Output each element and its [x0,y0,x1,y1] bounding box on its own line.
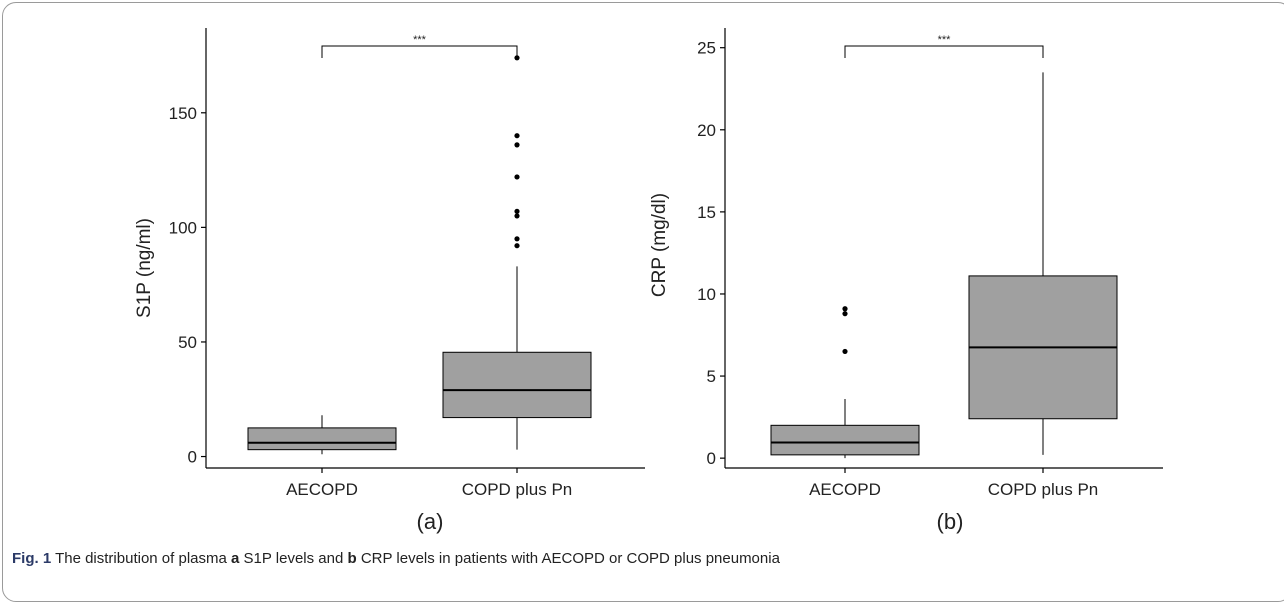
outlier-point [842,311,848,317]
significance-bracket [844,45,1044,58]
y-axis-label: CRP (mg/dl) [649,193,670,297]
box-iqr [442,351,592,419]
panel-label: (a) [417,509,444,534]
y-tick-label: 150 [169,104,197,123]
y-tick-label: 50 [178,333,197,352]
caption-text-3: CRP levels in patients with AECOPD or CO… [360,550,780,567]
x-tick-label: COPD plus Pn [462,480,573,499]
caption-bold-a: a [231,550,240,567]
y-tick-label: 5 [707,367,716,386]
y-tick-label: 15 [697,203,716,222]
caption-text-1: The distribution of plasma [55,550,227,567]
caption-figure-label: Fig. 1 [12,550,52,567]
significance-label: *** [413,34,427,46]
box-iqr [770,424,920,456]
y-axis-label: S1P (ng/ml) [134,218,155,318]
y-tick-label: 10 [697,285,716,304]
outlier-point [514,208,520,214]
caption-bold-b: b [347,550,357,567]
panel-label: (b) [937,509,964,534]
outlier-point [514,174,520,180]
figure-caption: Fig. 1 The distribution of plasma a S1P … [12,550,780,567]
x-tick-label: AECOPD [809,480,881,499]
y-tick-label: 0 [707,449,716,468]
outlier-point [842,348,848,355]
panel-b: 0 5 10 15 20 25 AECOPD COPD plus Pn CRP (mg/dl) *… [649,28,1163,534]
y-tick-label: 25 [697,39,716,58]
y-tick-label: 0 [188,448,197,467]
box-iqr [247,427,397,451]
y-tick-label: 100 [169,218,197,237]
significance-label: *** [938,34,952,46]
caption-text-2: S1P levels and [243,550,344,567]
x-tick-label: COPD plus Pn [988,480,1099,499]
y-tick-label: 20 [697,121,716,140]
outlier-point [514,213,520,219]
outlier-point [514,236,520,242]
outlier-point [514,142,520,148]
outlier-point [514,243,520,249]
outlier-point [514,133,520,139]
significance-bracket [321,45,518,58]
outlier-point [842,306,848,312]
x-tick-label: AECOPD [286,480,358,499]
panel-a: 0 50 100 150 AECOPD COPD plus Pn S1P (ng/ml) **… [134,28,645,534]
